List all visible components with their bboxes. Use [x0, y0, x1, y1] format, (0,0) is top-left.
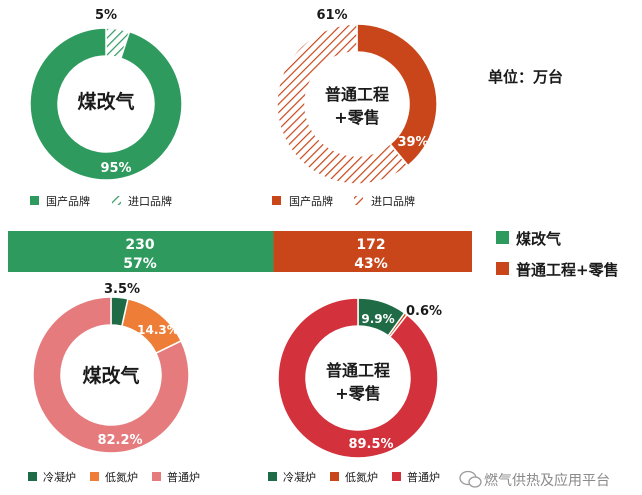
legend-swatch-low-nox — [90, 472, 99, 481]
slice-ordinary — [277, 297, 439, 459]
legend-swatch-ordinary — [152, 472, 161, 481]
legend-label-import: 进口品牌 — [128, 194, 172, 208]
slice-label-domestic: 39% — [397, 135, 428, 150]
donut-center-title-line1: 普通工程 — [325, 85, 389, 104]
bar-value-general: 172 — [356, 237, 385, 253]
bar-segment-general — [273, 231, 472, 272]
legend-label-condensing: 冷凝炉 — [283, 470, 316, 484]
legend-swatch-ordinary — [392, 472, 401, 481]
slice-label-low-nox: 0.6% — [406, 304, 442, 319]
donut-center-title: 煤改气 — [77, 90, 134, 113]
legend-label-low-nox: 低氮炉 — [345, 470, 378, 484]
donut-general-engineering-retail-brand: 普通工程 +零售 39% 61% 国产品牌 进口品牌 — [272, 8, 438, 208]
slice-domestic — [356, 23, 438, 167]
legend-label-low-nox: 低氮炉 — [105, 470, 138, 484]
legend-swatch-domestic — [272, 196, 281, 205]
legend-swatch-coal-to-gas — [496, 231, 509, 244]
legend-label-ordinary: 普通炉 — [167, 470, 200, 484]
bar-segment-coal-to-gas — [8, 231, 274, 272]
legend-label-import: 进口品牌 — [371, 194, 415, 208]
donut-general-engineering-retail-type: 普通工程 +零售 9.9% 0.6% 89.5% 冷凝炉 低氮炉 普通炉 — [268, 297, 442, 484]
legend-label-domestic: 国产品牌 — [46, 194, 90, 208]
legend: 煤改气 普通工程+零售 — [496, 230, 619, 279]
slice-label-ordinary: 89.5% — [348, 437, 393, 452]
bar-percent-coal-to-gas: 57% — [123, 256, 157, 272]
legend-swatch-domestic — [30, 196, 39, 205]
donut-coal-to-gas-type: 煤改气 3.5% 14.3% 82.2% 冷凝炉 低氮炉 普通炉 — [28, 282, 200, 484]
slice-label-condensing: 9.9% — [361, 312, 394, 326]
slice-label-domestic: 95% — [100, 161, 131, 176]
legend-swatch-import — [112, 196, 121, 205]
slice-import — [276, 23, 410, 185]
legend-label-general: 普通工程+零售 — [516, 261, 619, 279]
stacked-bar-total: 230 57% 172 43% 煤改气 普通工程+零售 — [8, 230, 619, 279]
legend: 冷凝炉 低氮炉 普通炉 — [268, 470, 440, 484]
watermark: 燃气供热及应用平台 — [459, 470, 610, 489]
wechat-icon — [459, 470, 482, 488]
slice-ordinary — [32, 296, 190, 454]
legend-swatch-general — [496, 262, 509, 275]
slice-label-import: 61% — [316, 8, 347, 23]
slice-label-import: 5% — [95, 8, 117, 23]
unit-label: 单位：万台 — [488, 68, 563, 86]
donut-center-title-line1: 普通工程 — [326, 361, 390, 380]
slice-label-ordinary: 82.2% — [97, 433, 142, 448]
legend: 国产品牌 进口品牌 — [272, 194, 415, 208]
legend-swatch-condensing — [28, 472, 37, 481]
slice-domestic — [29, 27, 183, 181]
legend: 国产品牌 进口品牌 — [30, 194, 172, 208]
donut-center-title: 煤改气 — [82, 364, 139, 387]
legend-swatch-import — [354, 196, 363, 205]
bar-percent-general: 43% — [354, 256, 388, 272]
donut-center-title-line2: +零售 — [335, 384, 380, 403]
legend-label-coal-to-gas: 煤改气 — [516, 230, 561, 248]
slice-label-low-nox: 14.3% — [137, 323, 179, 337]
legend-label-condensing: 冷凝炉 — [43, 470, 76, 484]
legend-swatch-low-nox — [330, 472, 339, 481]
watermark-text: 燃气供热及应用平台 — [484, 472, 610, 489]
slice-label-condensing: 3.5% — [104, 282, 140, 297]
legend-label-domestic: 国产品牌 — [289, 194, 333, 208]
donut-center-title-line2: +零售 — [334, 108, 379, 127]
donut-coal-to-gas-brand: 煤改气 95% 5% 国产品牌 进口品牌 — [29, 8, 183, 208]
bar-value-coal-to-gas: 230 — [125, 237, 154, 253]
legend: 冷凝炉 低氮炉 普通炉 — [28, 470, 200, 484]
legend-label-ordinary: 普通炉 — [407, 470, 440, 484]
legend-swatch-condensing — [268, 472, 277, 481]
